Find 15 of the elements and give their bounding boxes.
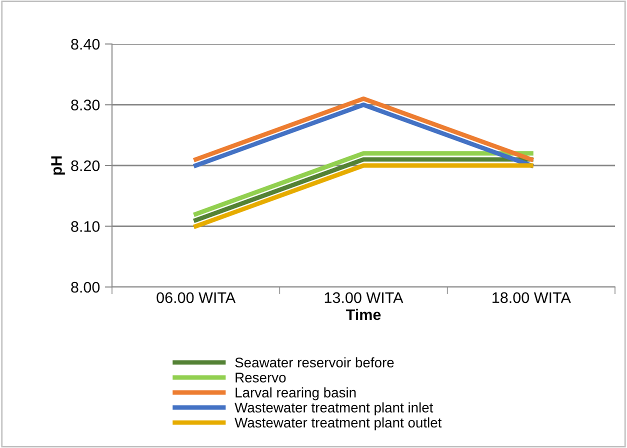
legend-label: Seawater reservoir before: [235, 357, 394, 368]
x-tick-label: 18.00 WITA: [492, 292, 571, 304]
legend-label: Wastewater treatment plant inlet: [234, 402, 434, 416]
legend-label: Larval rearing basin: [236, 387, 356, 400]
legend-label: Wastewater treatment plant outlet: [234, 417, 442, 430]
y-tick-label: 8.10: [71, 221, 100, 232]
y-tick-label: 8.00: [71, 282, 100, 293]
y-tick-label: 8.20: [71, 160, 100, 172]
legend-label: Reservo: [236, 372, 286, 382]
y-tick-label: 8.30: [71, 100, 100, 110]
y-tick-label: 8.40: [71, 38, 100, 50]
x-tick-label: 13.00 WITA: [324, 292, 404, 304]
x-tick-label: 06.00 WITA: [156, 292, 236, 304]
x-axis-title: Time: [346, 308, 381, 320]
y-axis-title: pH: [51, 156, 65, 175]
